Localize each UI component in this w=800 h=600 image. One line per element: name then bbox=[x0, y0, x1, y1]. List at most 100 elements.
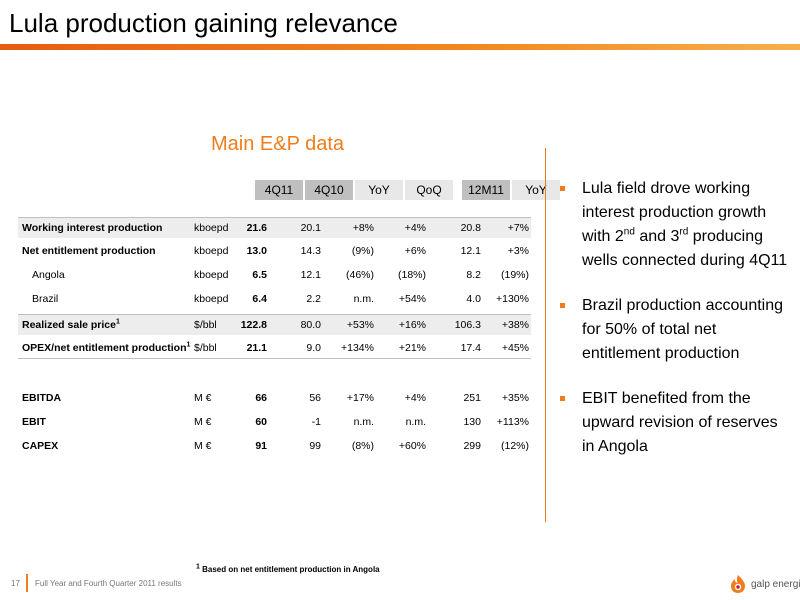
bullet-item: EBIT benefited from the upward revision … bbox=[560, 387, 792, 459]
value-4q11: 66 bbox=[255, 392, 267, 404]
value-4q11: 91 bbox=[255, 440, 267, 452]
row-label: Realized sale price1 bbox=[22, 318, 120, 332]
row-unit: $/bbl bbox=[194, 319, 217, 331]
value-yoy-12m: +7% bbox=[507, 222, 529, 234]
row-label: Net entitlement production bbox=[22, 245, 156, 257]
value-qoq: +16% bbox=[398, 319, 426, 331]
row-unit: kboepd bbox=[194, 222, 229, 234]
value-yoy-12m: +113% bbox=[496, 416, 529, 428]
row-label: Brazil bbox=[32, 293, 59, 305]
title-rule bbox=[0, 44, 800, 50]
footnote-marker: 1 bbox=[115, 318, 120, 326]
value-12m11: 130 bbox=[463, 416, 481, 428]
value-yoy: +134% bbox=[341, 342, 374, 354]
value-4q10: 2.2 bbox=[306, 293, 321, 305]
logo-text: galp energia bbox=[751, 578, 800, 590]
header-4q10: 4Q10 bbox=[305, 180, 353, 200]
table-row: Net entitlement production kboepd 13.0 1… bbox=[18, 241, 531, 261]
bullet-square-icon bbox=[560, 396, 565, 401]
value-4q10: 56 bbox=[309, 392, 321, 404]
header-12m11: 12M11 bbox=[462, 180, 510, 200]
value-12m11: 251 bbox=[463, 392, 481, 404]
value-qoq: +4% bbox=[404, 222, 426, 234]
value-4q10: 80.0 bbox=[300, 319, 321, 331]
footnote-marker: 1 bbox=[186, 341, 191, 349]
value-yoy: (46%) bbox=[345, 269, 374, 281]
table-row: OPEX/net entitlement production1 $/bbl 2… bbox=[18, 338, 531, 359]
value-yoy-12m: +3% bbox=[507, 245, 529, 257]
table-row: Brazil kboepd 6.4 2.2 n.m. +54% 4.0 +130… bbox=[18, 289, 531, 309]
value-12m11: 12.1 bbox=[460, 245, 481, 257]
value-12m11: 106.3 bbox=[454, 319, 481, 331]
value-4q10: 9.0 bbox=[306, 342, 321, 354]
row-unit: M € bbox=[194, 416, 212, 428]
value-4q11: 60 bbox=[255, 416, 267, 428]
logo: galp energia bbox=[729, 573, 800, 595]
value-yoy: (8%) bbox=[351, 440, 374, 452]
value-4q10: 99 bbox=[309, 440, 321, 452]
value-yoy: (9%) bbox=[351, 245, 374, 257]
value-4q10: -1 bbox=[311, 416, 321, 428]
value-4q11: 21.1 bbox=[246, 342, 267, 354]
row-label: Working interest production bbox=[22, 222, 163, 234]
row-unit: kboepd bbox=[194, 293, 229, 305]
galp-flame-icon bbox=[731, 575, 745, 593]
value-12m11: 4.0 bbox=[466, 293, 481, 305]
page-title: Lula production gaining relevance bbox=[9, 8, 398, 38]
value-yoy: n.m. bbox=[353, 416, 374, 428]
value-yoy-12m: (19%) bbox=[500, 269, 529, 281]
table-row: Working interest production kboepd 21.6 … bbox=[18, 217, 531, 238]
section-title: Main E&P data bbox=[211, 133, 345, 155]
value-yoy-12m: +130% bbox=[496, 293, 529, 305]
row-label: EBITDA bbox=[22, 392, 62, 404]
footer-text: Full Year and Fourth Quarter 2011 result… bbox=[35, 579, 182, 588]
value-yoy: +17% bbox=[346, 392, 374, 404]
header-qoq: QoQ bbox=[405, 180, 453, 200]
value-4q10: 12.1 bbox=[300, 269, 321, 281]
value-qoq: +54% bbox=[398, 293, 426, 305]
value-qoq: +6% bbox=[404, 245, 426, 257]
value-4q10: 14.3 bbox=[300, 245, 321, 257]
value-4q10: 20.1 bbox=[300, 222, 321, 234]
value-yoy: +53% bbox=[346, 319, 374, 331]
table-row: Realized sale price1 $/bbl 122.8 80.0 +5… bbox=[18, 314, 531, 335]
table-row: EBIT M € 60 -1 n.m. n.m. 130 +113% bbox=[18, 412, 531, 432]
row-unit: kboepd bbox=[194, 269, 229, 281]
footer-divider bbox=[26, 574, 28, 592]
table-row: Angola kboepd 6.5 12.1 (46%) (18%) 8.2 (… bbox=[18, 265, 531, 285]
row-label: Angola bbox=[32, 269, 65, 281]
value-qoq: +21% bbox=[398, 342, 426, 354]
bullet-item: Lula field drove working interest produc… bbox=[560, 177, 792, 273]
value-yoy-12m: +35% bbox=[501, 392, 529, 404]
bullet-square-icon bbox=[560, 186, 565, 191]
value-qoq: (18%) bbox=[397, 269, 426, 281]
row-label: EBIT bbox=[22, 416, 46, 428]
row-label: OPEX/net entitlement production1 bbox=[22, 341, 191, 355]
value-qoq: n.m. bbox=[405, 416, 426, 428]
row-unit: $/bbl bbox=[194, 342, 217, 354]
table-row: CAPEX M € 91 99 (8%) +60% 299 (12%) bbox=[18, 436, 531, 456]
value-4q11: 21.6 bbox=[246, 222, 267, 234]
value-qoq: +60% bbox=[398, 440, 426, 452]
value-4q11: 13.0 bbox=[246, 245, 267, 257]
value-4q11: 6.4 bbox=[252, 293, 267, 305]
bullet-item: Brazil production accounting for 50% of … bbox=[560, 294, 792, 366]
footnote: 1 Based on net entitlement production in… bbox=[196, 563, 380, 574]
value-4q11: 122.8 bbox=[240, 319, 267, 331]
header-yoy-12m: YoY bbox=[512, 180, 560, 200]
row-label: CAPEX bbox=[22, 440, 59, 452]
value-yoy-12m: +38% bbox=[501, 319, 529, 331]
value-12m11: 299 bbox=[463, 440, 481, 452]
value-qoq: +4% bbox=[404, 392, 426, 404]
value-yoy-12m: (12%) bbox=[500, 440, 529, 452]
table-row: EBITDA M € 66 56 +17% +4% 251 +35% bbox=[18, 388, 531, 408]
value-yoy: +8% bbox=[352, 222, 374, 234]
value-12m11: 8.2 bbox=[466, 269, 481, 281]
value-12m11: 17.4 bbox=[460, 342, 481, 354]
value-4q11: 6.5 bbox=[252, 269, 267, 281]
column-divider bbox=[545, 148, 546, 522]
bullet-list: Lula field drove working interest produc… bbox=[560, 177, 792, 480]
header-4q11: 4Q11 bbox=[255, 180, 303, 200]
row-unit: kboepd bbox=[194, 245, 229, 257]
row-unit: M € bbox=[194, 440, 212, 452]
